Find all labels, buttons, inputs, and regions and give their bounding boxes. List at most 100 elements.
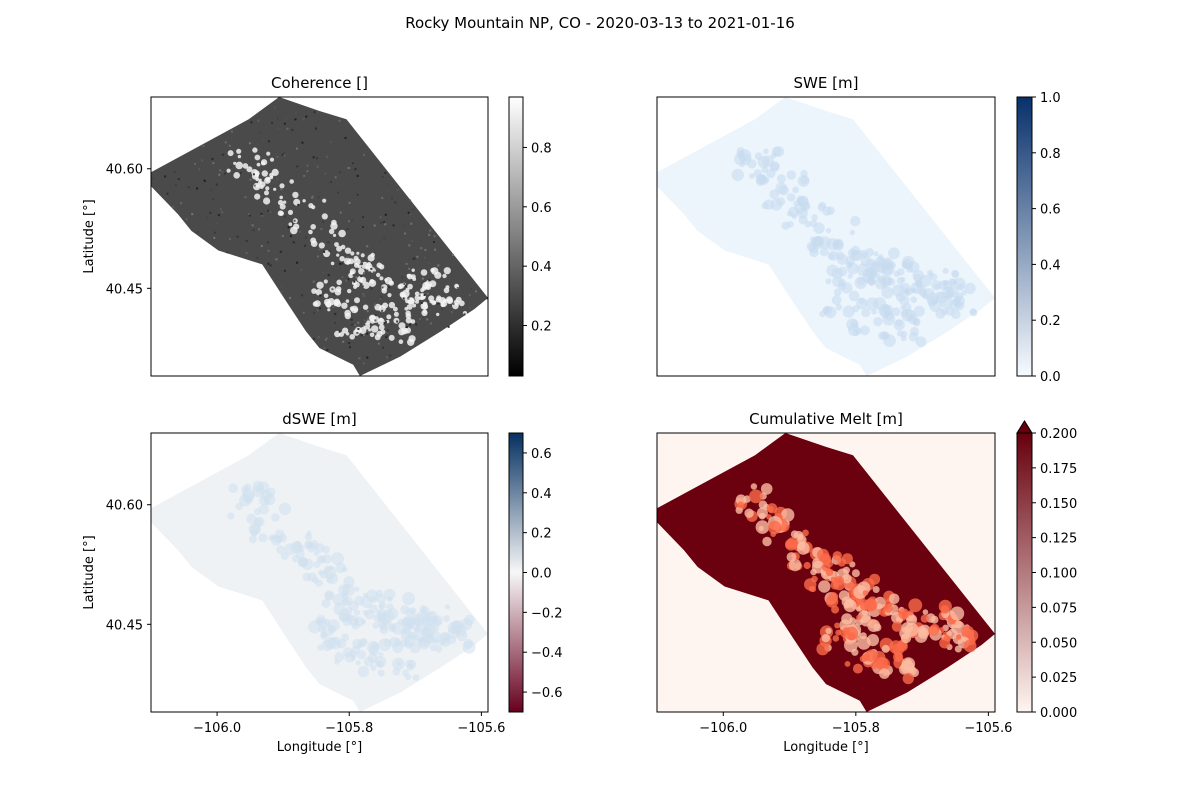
coherence-speckle	[216, 242, 219, 245]
swe-texture-mark	[761, 166, 769, 174]
coherence-speckle	[201, 159, 204, 162]
coherence-speckle	[284, 215, 286, 218]
melt-colorbar-extend-arrow	[1016, 420, 1033, 434]
dswe-texture-mark	[401, 618, 412, 628]
melt-texture-mark	[928, 625, 939, 636]
coherence-speckle	[357, 321, 360, 324]
coherence-speckle	[196, 187, 199, 190]
coherence-texture-mark	[233, 161, 237, 165]
coherence-speckle	[359, 253, 362, 256]
dswe-texture-mark	[315, 579, 323, 587]
melt-texture-mark	[930, 615, 939, 624]
coherence-speckle	[263, 124, 266, 127]
coherence-speckle	[212, 198, 215, 200]
coherence-speckle	[363, 319, 366, 322]
swe-texture-mark	[900, 335, 907, 342]
coherence-texture-mark	[340, 244, 346, 250]
coherence-texture-mark	[310, 240, 318, 247]
melt-colorbar-tick-label: 0.100	[1040, 567, 1077, 582]
coherence-speckle	[338, 171, 341, 174]
coherence-texture-mark	[344, 247, 352, 254]
melt-colorbar-tick-label: 0.150	[1040, 497, 1077, 512]
swe-texture-mark	[739, 161, 745, 168]
swe-texture-mark	[919, 289, 928, 298]
coherence-speckle	[303, 298, 306, 301]
coherence-speckle	[390, 197, 393, 200]
coherence-speckle	[318, 248, 321, 251]
coherence-speckle	[290, 235, 292, 238]
coherence-speckle	[456, 286, 459, 289]
coherence-speckle	[385, 321, 387, 324]
coherence-speckle	[394, 201, 397, 204]
coherence-speckle	[426, 292, 429, 295]
coherence-speckle	[271, 121, 274, 124]
swe-texture-mark	[850, 319, 859, 328]
coherence-texture-mark	[393, 306, 398, 312]
dswe-xlabel: Longitude [°]	[277, 740, 362, 755]
coherence-speckle	[327, 274, 330, 277]
melt-texture-mark	[844, 638, 858, 653]
coherence-speckle	[213, 231, 216, 234]
swe-texture-mark	[915, 280, 923, 288]
coherence-speckle	[362, 293, 365, 296]
coherence-colorbar-tick-label: 0.2	[531, 320, 552, 335]
coherence-speckle	[366, 245, 369, 248]
coherence-texture-mark	[405, 317, 412, 324]
dswe-texture-mark	[372, 622, 379, 629]
coherence-speckle	[217, 214, 220, 217]
coherence-speckle	[336, 320, 339, 323]
coherence-speckle	[330, 181, 332, 183]
coherence-speckle	[224, 141, 227, 144]
swe-texture-mark	[738, 149, 752, 162]
coherence-speckle	[221, 211, 224, 214]
coherence-speckle	[228, 144, 231, 147]
melt-texture-mark	[869, 573, 881, 585]
coherence-speckle	[328, 249, 331, 252]
coherence-speckle	[361, 262, 363, 265]
swe-texture-mark	[935, 291, 944, 300]
coherence-texture-mark	[265, 186, 270, 191]
melt-texture-mark	[768, 520, 782, 535]
swe-texture-mark	[849, 229, 856, 236]
dswe-texture-mark	[462, 640, 476, 654]
melt-texture-mark	[825, 627, 832, 635]
swe-texture-mark	[831, 295, 842, 306]
melt-texture	[734, 483, 979, 685]
coherence-speckle	[180, 202, 183, 205]
coherence-texture-mark	[341, 302, 348, 309]
coherence-texture-mark	[357, 276, 364, 283]
melt-texture-mark	[856, 606, 862, 612]
dswe-texture-mark	[389, 636, 400, 648]
swe-texture-mark	[828, 250, 839, 261]
dswe-texture-mark	[270, 534, 277, 540]
coherence-speckle	[269, 210, 272, 213]
coherence-texture-mark	[279, 211, 284, 216]
coherence-texture-mark	[264, 190, 269, 196]
swe-texture-mark	[847, 273, 853, 279]
coherence-texture-mark	[381, 284, 388, 291]
melt-texture-mark	[955, 634, 962, 640]
swe-colorbar-tick-label: 0.2	[1040, 314, 1061, 329]
coherence-texture-mark	[378, 264, 385, 270]
coherence-speckle	[426, 318, 429, 321]
coherence-speckle	[437, 264, 440, 267]
swe-texture-mark	[852, 329, 860, 337]
dswe-texture-mark	[274, 529, 285, 540]
coherence-texture-mark	[407, 283, 413, 290]
coherence-speckle	[219, 169, 222, 172]
coherence-speckle	[366, 269, 369, 272]
coherence-speckle	[363, 323, 366, 326]
coherence-texture-mark	[428, 295, 435, 302]
dswe-colorbar-tick-label: 0.4	[531, 487, 552, 502]
panel-dswe: dSWE [m] 40.45 40.60 Latitude [°] −106.0 −105…	[82, 410, 563, 755]
coherence-texture-mark	[348, 258, 355, 265]
coherence-speckle	[404, 232, 407, 235]
coherence-texture-mark	[359, 327, 367, 334]
coherence-speckle	[410, 222, 413, 225]
melt-axes-frame	[656, 432, 996, 713]
melt-texture-mark	[950, 606, 965, 621]
swe-texture	[731, 146, 978, 348]
coherence-speckle	[384, 229, 387, 232]
coherence-texture-mark	[405, 313, 412, 319]
dswe-texture-mark	[320, 632, 327, 638]
